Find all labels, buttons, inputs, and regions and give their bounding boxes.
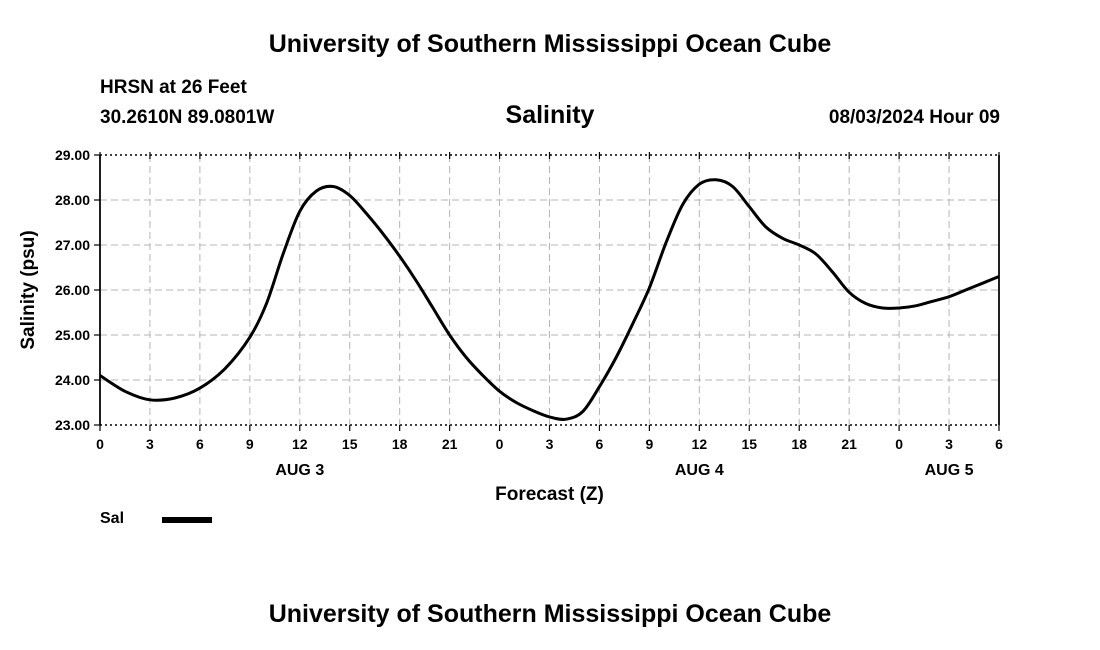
forecast-timestamp: 08/03/2024 Hour 09 [828,107,1000,128]
station-label: HRSN at 26 Feet [100,77,247,98]
x-tick-label: 6 [995,436,1003,452]
y-tick-label: 24.00 [55,372,90,388]
date-label: AUG 4 [675,462,724,479]
x-tick-label: 9 [645,436,653,452]
x-tick-label: 3 [945,436,953,452]
x-tick-label: 12 [692,436,708,452]
legend-label: Sal [100,510,125,527]
x-tick-label: 0 [96,436,104,452]
y-axis-label: Salinity (psu) [18,230,39,349]
y-tick-label: 27.00 [55,237,90,253]
date-label: AUG 3 [275,462,324,479]
series-line-sal [99,178,1000,421]
y-tick-label: 26.00 [55,282,90,298]
x-tick-label: 6 [596,436,604,452]
y-tick-label: 28.00 [55,192,90,208]
y-tick-label: 25.00 [55,327,90,343]
chart-title: Salinity [505,101,595,129]
x-tick-label: 15 [741,436,757,452]
y-tick-label: 23.00 [55,417,90,433]
x-tick-label: 3 [546,436,554,452]
x-axis-label: Forecast (Z) [495,484,604,505]
legend-swatch [162,517,212,523]
x-tick-label: 9 [246,436,254,452]
date-label: AUG 5 [925,462,974,479]
y-tick-label: 29.00 [55,147,90,163]
page-title: University of Southern Mississippi Ocean… [268,30,832,58]
x-tick-label: 12 [292,436,308,452]
x-tick-label: 18 [791,436,807,452]
station-coordinates: 30.2610N 89.0801W [100,107,275,128]
x-tick-label: 15 [342,436,358,452]
x-tick-label: 18 [392,436,408,452]
x-tick-label: 21 [841,436,857,452]
x-tick-label: 3 [146,436,154,452]
x-tick-label: 6 [196,436,204,452]
x-tick-label: 0 [895,436,903,452]
x-tick-label: 21 [442,436,458,452]
x-tick-label: 0 [496,436,504,452]
footer-title: University of Southern Mississippi Ocean… [268,600,832,628]
